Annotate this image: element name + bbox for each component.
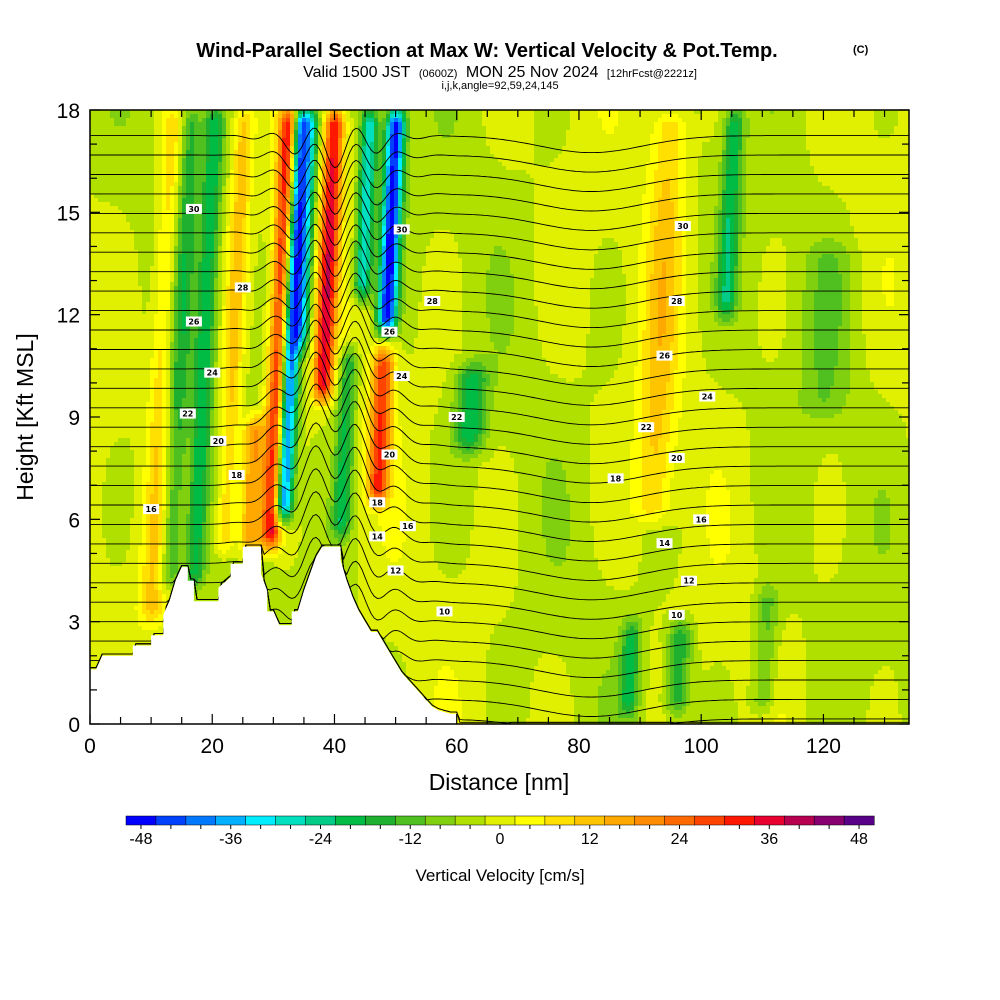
- x-axis-label: Distance [nm]: [429, 769, 570, 795]
- contour-label-16-r3: 16: [693, 514, 709, 524]
- chart-title: Wind-Parallel Section at Max W: Vertical…: [196, 40, 777, 62]
- colorbar-swatch-13: [515, 816, 545, 825]
- colorbar-swatch-24: [844, 816, 874, 825]
- x-tick-0: 0: [84, 735, 96, 758]
- contour-label-26-l14: 26: [186, 316, 202, 326]
- contour-label-30-l17: 30: [394, 224, 410, 234]
- y-tick-12: 12: [57, 305, 80, 328]
- contour-label-20-l8: 20: [210, 436, 226, 446]
- contour-label-22-r6: 22: [638, 422, 654, 432]
- contour-label-28-l16: 28: [235, 282, 251, 292]
- contour-label-14-l2: 14: [369, 531, 385, 541]
- colorbar-title: Vertical Velocity [cm/s]: [415, 866, 584, 885]
- contour-label-18-l5: 18: [369, 497, 385, 507]
- colorbar-swatch-5: [276, 816, 306, 825]
- colorbar-swatch-9: [395, 816, 425, 825]
- y-tick-3: 3: [68, 612, 80, 635]
- contour-label-14-r2: 14: [657, 538, 673, 548]
- colorbar-swatch-4: [246, 816, 276, 825]
- contour-label-26-l13: 26: [381, 327, 397, 337]
- y-tick-6: 6: [68, 509, 80, 532]
- y-tick-15: 15: [57, 202, 80, 225]
- contour-label-12-l1: 12: [388, 566, 404, 576]
- valid-date: MON 25 Nov 2024: [466, 64, 599, 81]
- colorbar-tick-48: 48: [850, 831, 868, 848]
- colorbar-swatch-3: [216, 816, 246, 825]
- contour-label-16-l3: 16: [400, 521, 416, 531]
- y-tick-18: 18: [57, 100, 80, 123]
- colorbar-swatch-17: [635, 816, 665, 825]
- contour-label-20-l7: 20: [381, 450, 397, 460]
- colorbar-swatch-11: [455, 816, 485, 825]
- colorbar-tick--48: -48: [129, 831, 152, 848]
- colorbar-swatch-21: [754, 816, 784, 825]
- contour-label-18-r4: 18: [608, 473, 624, 483]
- colorbar-tick--24: -24: [309, 831, 332, 848]
- contour-label-28-l15: 28: [424, 296, 440, 306]
- valid-utc: (0600Z): [419, 68, 458, 80]
- contour-label-22-l10: 22: [180, 409, 196, 419]
- contour-label-10-r0: 10: [669, 610, 685, 620]
- colorbar-tick-24: 24: [671, 831, 689, 848]
- chart-figure: Wind-Parallel Section at Max W: Vertical…: [0, 0, 1000, 1000]
- colorbar-tick--36: -36: [219, 831, 242, 848]
- colorbar-swatch-2: [186, 816, 216, 825]
- forecast-info: [12hrFcst@2221z]: [607, 68, 697, 80]
- contour-label-22-l9: 22: [449, 412, 465, 422]
- colorbar-swatch-7: [335, 816, 365, 825]
- colorbar-swatch-16: [605, 816, 635, 825]
- valid-time: Valid 1500 JST: [303, 64, 411, 81]
- x-tick-60: 60: [445, 735, 468, 758]
- colorbar-swatch-22: [784, 816, 814, 825]
- colorbar-swatch-19: [694, 816, 724, 825]
- y-axis-label: Height [Kft MSL]: [12, 333, 38, 500]
- colorbar-swatch-10: [425, 816, 455, 825]
- chart-subtitle: Valid 1500 JST (0600Z) MON 25 Nov 2024 […: [303, 64, 697, 81]
- colorbar-swatch-23: [814, 816, 844, 825]
- contour-label-10-l0: 10: [436, 606, 452, 616]
- contour-label-16-l4: 16: [143, 504, 159, 514]
- colorbar-tick-0: 0: [496, 831, 505, 848]
- colorbar-tick-12: 12: [581, 831, 599, 848]
- contour-label-30-l18: 30: [186, 204, 202, 214]
- contour-label-24-l12: 24: [204, 368, 220, 378]
- colorbar-swatch-14: [545, 816, 575, 825]
- x-tick-100: 100: [684, 735, 719, 758]
- y-tick-9: 9: [68, 407, 80, 430]
- x-tick-120: 120: [806, 735, 841, 758]
- contour-label-30-r10: 30: [675, 221, 691, 231]
- colorbar-swatch-20: [724, 816, 754, 825]
- contour-label-26-r8: 26: [657, 351, 673, 361]
- x-tick-20: 20: [201, 735, 224, 758]
- colorbar-swatch-15: [575, 816, 605, 825]
- x-tick-80: 80: [567, 735, 590, 758]
- contour-label-28-r9: 28: [669, 296, 685, 306]
- contour-label-18-l6: 18: [229, 470, 245, 480]
- colorbar-tick--12: -12: [399, 831, 422, 848]
- contour-label-24-r7: 24: [699, 392, 715, 402]
- x-tick-40: 40: [323, 735, 346, 758]
- colorbar-tick-36: 36: [760, 831, 778, 848]
- colorbar: -48 -36 -24 -12 0 12 24 36 48: [126, 816, 874, 848]
- contour-label-24-l11: 24: [394, 371, 410, 381]
- grid-indices: i,j,k,angle=92,59,24,145: [441, 80, 558, 92]
- colorbar-swatch-8: [365, 816, 395, 825]
- y-tick-0: 0: [68, 714, 80, 737]
- copyright-mark: (C): [853, 44, 869, 56]
- colorbar-swatch-12: [485, 816, 515, 825]
- colorbar-swatch-6: [306, 816, 336, 825]
- colorbar-swatch-18: [665, 816, 695, 825]
- colorbar-swatch-1: [156, 816, 186, 825]
- contour-label-20-r5: 20: [669, 453, 685, 463]
- contour-label-12-r1: 12: [681, 576, 697, 586]
- colorbar-swatch-0: [126, 816, 156, 825]
